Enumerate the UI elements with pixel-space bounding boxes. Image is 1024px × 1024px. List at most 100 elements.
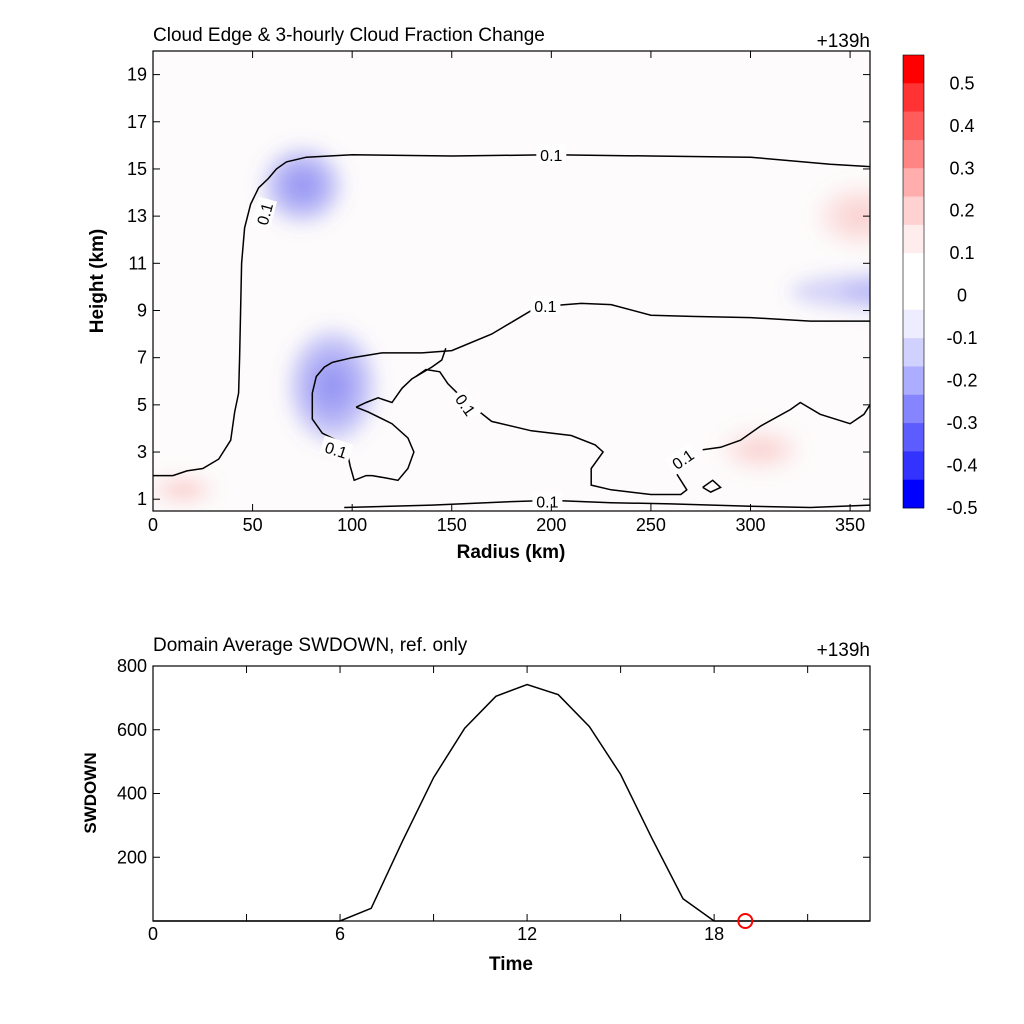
colorbar-swatch: [903, 281, 924, 311]
cloud-edge-contours: [153, 154, 870, 509]
positive-anomaly-4: [840, 201, 870, 231]
colorbar-swatch: [903, 83, 924, 112]
x-tick-label: 250: [636, 515, 666, 535]
colorbar-swatch: [903, 338, 924, 367]
negative-anomaly-2: [790, 273, 870, 311]
x-tick-label: 300: [735, 515, 765, 535]
contour-label-text: 0.1: [534, 299, 556, 316]
y-tick-label: 13: [127, 206, 147, 226]
contour-label-text: 0.1: [255, 201, 277, 227]
cloud-change-field: [153, 51, 870, 511]
colorbar-swatch: [903, 309, 924, 339]
contour-label: 0.1: [536, 144, 567, 165]
contour-line: [415, 368, 688, 496]
contour-line: [344, 499, 870, 509]
colorbar-swatch: [903, 224, 924, 254]
colorbar-tick-label: -0.4: [946, 456, 977, 476]
colorbar-tick-label: 0.2: [949, 201, 974, 221]
negative-anomaly-1: [321, 371, 344, 401]
bottom-axes: 0 6 12 18 200 400 600 800: [117, 656, 870, 944]
colorbar-tick-label: -0.1: [946, 328, 977, 348]
y-tick-label: 3: [137, 442, 147, 462]
top-x-axis-label: Radius (km): [457, 542, 566, 563]
bottom-x-axis-label: Time: [489, 954, 533, 975]
x-tick-label: 18: [704, 924, 724, 944]
colorbar-tick-label: 0.1: [949, 243, 974, 263]
contour-label: 0.1: [532, 491, 563, 512]
x-tick-label: 200: [536, 515, 566, 535]
colorbar-swatch: [903, 394, 924, 424]
colorbar-tick-label: -0.2: [946, 371, 977, 391]
colorbar-frame: [902, 54, 925, 509]
y-tick-label: 5: [137, 395, 147, 415]
colorbar: 0.5 0.4 0.3 0.2 0.1 0 -0.1 -0.2 -0.3 -0.4 -0.5: [902, 54, 978, 518]
colorbar-swatch: [903, 451, 924, 480]
x-tick-label: 350: [835, 515, 865, 535]
colorbar-swatch: [903, 366, 924, 396]
swdown-line: [153, 683, 870, 922]
contour-line: [355, 347, 447, 408]
colorbar-tick-label: 0.3: [949, 158, 974, 178]
bottom-plot-frame: [152, 665, 871, 922]
y-tick-label: 19: [127, 65, 147, 85]
top-time-label: +139h: [817, 31, 870, 52]
bottom-time-label: +139h: [817, 640, 870, 661]
x-tick-label: 50: [243, 515, 263, 535]
colorbar-swatch: [903, 196, 924, 226]
bottom-y-axis-label: SWDOWN: [81, 752, 100, 833]
y-tick-label: 600: [117, 720, 147, 740]
y-tick-label: 17: [127, 112, 147, 132]
top-plot-frame: [152, 50, 871, 512]
cloud-fraction-panel: Cloud Edge & 3-hourly Cloud Fraction Cha…: [87, 25, 871, 563]
y-tick-label: 7: [137, 348, 147, 368]
x-tick-label: 100: [337, 515, 367, 535]
colorbar-swatch: [903, 479, 924, 509]
negative-anomaly-0: [292, 176, 313, 195]
swdown-series: [153, 683, 870, 929]
contour-line: [332, 321, 512, 364]
colorbar-tick-label: -0.3: [946, 413, 977, 433]
contour-label: 0.1: [319, 435, 354, 463]
contour-label-text: 0.1: [540, 148, 562, 165]
y-tick-label: 200: [117, 847, 147, 867]
contour-label-text: 0.1: [536, 495, 558, 512]
contour-label-text: 0.1: [323, 440, 350, 463]
y-tick-label: 800: [117, 656, 147, 676]
colorbar-swatch: [903, 423, 924, 452]
colorbar-tick-label: 0: [957, 286, 967, 306]
colorbar-swatch: [903, 55, 924, 84]
x-tick-label: 150: [437, 515, 467, 535]
y-tick-label: 9: [137, 300, 147, 320]
current-time-marker: [737, 913, 754, 929]
y-tick-label: 15: [127, 159, 147, 179]
contour-label: 0.1: [530, 295, 561, 316]
colorbar-swatch: [903, 253, 924, 282]
bottom-chart-title: Domain Average SWDOWN, ref. only: [153, 635, 468, 656]
x-tick-label: 0: [148, 924, 158, 944]
top-x-axis: 0 50 100 150 200 250 300 350: [148, 51, 865, 535]
contour-label: 0.1: [250, 196, 278, 231]
top-chart-title: Cloud Edge & 3-hourly Cloud Fraction Cha…: [153, 25, 545, 46]
colorbar-swatch: [903, 111, 924, 141]
y-tick-label: 400: [117, 784, 147, 804]
contour-line: [702, 401, 870, 451]
x-tick-label: 6: [335, 924, 345, 944]
colorbar-swatch: [903, 168, 924, 197]
positive-anomaly-3: [172, 485, 193, 494]
x-tick-label: 0: [148, 515, 158, 535]
x-tick-label: 12: [517, 924, 537, 944]
top-y-axis-label: Height (km): [87, 229, 108, 334]
y-tick-label: 11: [128, 253, 147, 273]
colorbar-tick-label: 0.5: [949, 73, 974, 93]
y-tick-label: 1: [137, 489, 147, 509]
colorbar-swatch: [903, 139, 924, 169]
swdown-panel: Domain Average SWDOWN, ref. only +139h 0…: [81, 635, 871, 975]
positive-anomaly-5: [742, 440, 779, 460]
contour-line: [702, 479, 722, 493]
negative-anomaly-2: [840, 282, 870, 301]
contour-line: [311, 361, 415, 482]
colorbar-tick-label: -0.5: [946, 498, 977, 518]
colorbar-tick-label: 0.4: [949, 116, 974, 136]
